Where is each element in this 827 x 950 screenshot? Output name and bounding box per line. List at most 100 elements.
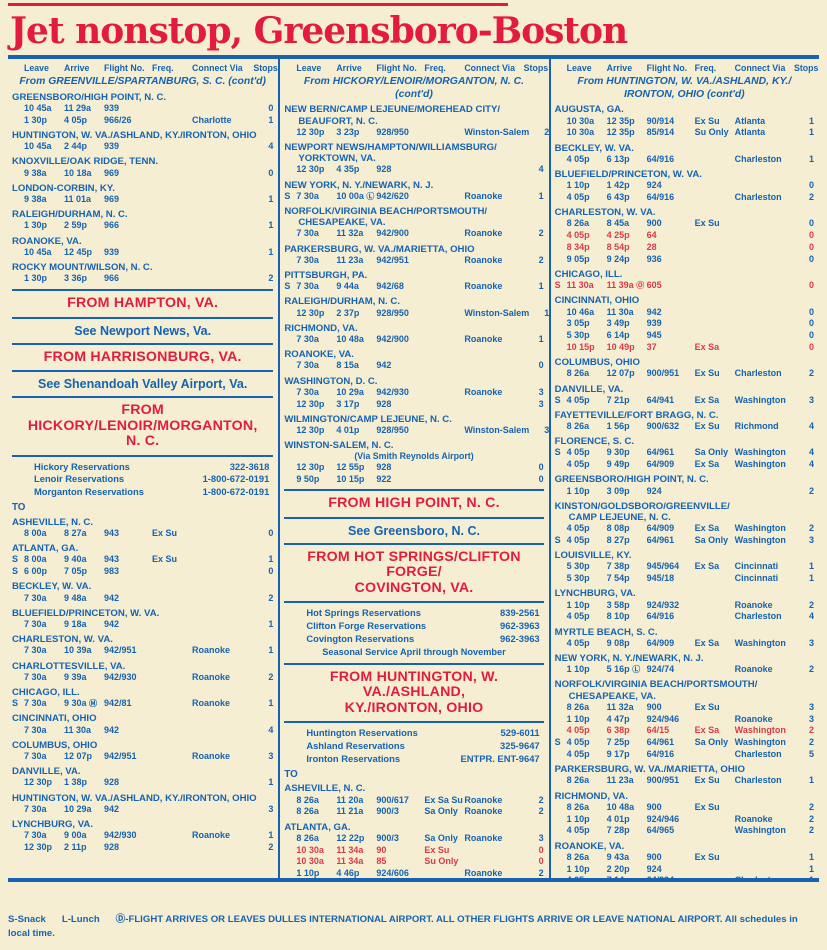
leave-time: 12 30p <box>296 126 325 137</box>
city-group: LOUISVILLE, KY. 5 30p 7 38p 945/964 Ex Sa Cin… <box>555 550 814 585</box>
arrive-time: 11 34a <box>336 856 364 867</box>
leave-time: 8 26a <box>566 851 590 862</box>
leave-time: 9 38a <box>24 167 47 178</box>
meal-code <box>555 702 567 714</box>
city-name: HUNTINGTON, W. VA./ASHLAND, KY./IRONTON,… <box>12 130 257 142</box>
city-group: WASHINGTON, D. C. 7 30a 10 29a 942/930 Roano… <box>284 376 543 411</box>
column-header-connect-via: Connect Via <box>192 63 243 73</box>
connect-via <box>192 554 253 566</box>
arrive-time: 3 17p <box>336 398 360 409</box>
frequency <box>152 619 192 631</box>
flight-number: 85/914 <box>646 127 675 138</box>
flight-number: 900/3 <box>376 832 399 843</box>
connect-via: Roanoke <box>464 333 503 344</box>
leave-time: 10 30a <box>566 127 595 138</box>
flight-number: 64/961 <box>646 535 675 546</box>
timetable-column-3: Leave Arrive Flight No. Freq. Connect Via Sto… <box>548 59 819 878</box>
leave-time: 10 30a <box>566 115 595 126</box>
column-header-flight-no-: Flight No. <box>104 63 145 73</box>
connect-via: Roanoke <box>192 671 231 682</box>
frequency: Ex Sa <box>694 561 720 572</box>
from-header: FROM HARRISONBURG, VA. <box>12 349 273 366</box>
leave-time: 7 30a <box>296 386 319 397</box>
leave-time: 7 30a <box>24 618 47 629</box>
flight-number: 64/961 <box>646 737 675 748</box>
frequency <box>695 749 735 761</box>
schedule-row-pure-jet: 4 05p 4 25p 64 0 <box>555 230 814 242</box>
city-group: WINSTON-SALEM, N. C. (Via Smith Reynolds … <box>284 440 543 485</box>
leave-time: 7 30a <box>296 360 319 371</box>
connect-via <box>735 802 794 814</box>
stops-count: 3 <box>808 637 814 648</box>
city-name: PARKERSBURG, W. VA./MARIETTA, OHIO <box>554 764 745 776</box>
schedule-row-pure-jet: 10 30a 11 34a 85 Su Only 0 <box>284 856 543 868</box>
from-header-line: KY./IRONTON, OHIO <box>344 699 484 716</box>
city-name: ROCKY MOUNT/WILSON, N. C. <box>12 262 153 274</box>
meal-code <box>284 399 296 411</box>
stops-count: 3 <box>808 713 814 724</box>
arrive-time: 9 49p <box>606 459 630 470</box>
connect-via <box>192 103 253 115</box>
stops-count: 2 <box>808 813 814 824</box>
schedule-row: 10 45a 2 44p 939 4 <box>12 141 273 153</box>
city-name: NEW BERN/CAMP LEJEUNE/MOREHEAD CITY/ <box>284 104 501 116</box>
schedule-row: 7 30a 10 29a 942 3 <box>12 804 273 816</box>
meal-code <box>555 852 567 864</box>
flight-number: 64/916 <box>646 749 675 759</box>
column-header-arrive: Arrive <box>64 63 90 73</box>
schedule-row: S 4 05p 7 21p 64/941 Ex Sa Washington 3 <box>555 395 814 407</box>
connect-via: Roanoke <box>192 698 231 709</box>
stops-count: 2 <box>808 599 814 610</box>
stops-count: 1 <box>808 851 814 862</box>
meal-code <box>284 387 296 399</box>
stops-count: 0 <box>538 473 544 484</box>
frequency: Ex Su <box>694 775 720 786</box>
leave-time: 10 46a <box>566 306 595 317</box>
city-name: KNOXVILLE/OAK RIDGE, TENN. <box>12 156 159 168</box>
frequency <box>424 228 464 240</box>
city-group: ASHEVILLE, N. C. 8 26a 11 20a 900/617 Ex Sa … <box>284 783 543 818</box>
connect-via <box>735 702 794 714</box>
flight-number: 969 <box>104 194 120 205</box>
city-group: FAYETTEVILLE/FORT BRAGG, N. C. 8 26a 1 56p… <box>555 410 814 433</box>
frequency <box>695 814 735 826</box>
city-name: NEW YORK, N. Y./NEWARK, N. J. <box>554 653 704 665</box>
schedule-row: 12 30p 12 55p 928 0 <box>284 462 543 474</box>
frequency <box>695 600 735 612</box>
connect-via: Roanoke <box>464 190 503 201</box>
reservations-block: Huntington Reservations 529-6011 Ashland R… <box>284 727 543 765</box>
flight-number: 928/950 <box>376 424 409 435</box>
meal-code <box>12 672 24 684</box>
frequency <box>695 573 735 585</box>
arrive-time: 9 30a Ⓜ <box>64 698 98 709</box>
flight-number: 942 <box>646 306 662 317</box>
flight-number: 928 <box>376 164 392 175</box>
leave-time: 7 30a <box>24 698 47 709</box>
frequency: Ex Su <box>152 528 178 539</box>
flight-number: 64/941 <box>646 394 675 405</box>
arrive-time: 10 18a <box>64 167 92 178</box>
from-header: FROM HUNTINGTON, W. VA./ASHLAND, KY./IRON… <box>284 669 543 717</box>
city-name: BLUEFIELD/PRINCETON, W. VA. <box>12 607 160 619</box>
meal-code <box>555 875 567 878</box>
stops-count: 2 <box>538 868 544 878</box>
city-name-line-2: CHESAPEAKE, VA. <box>298 217 386 229</box>
stops-count: 2 <box>268 273 274 284</box>
leave-time: 8 26a <box>566 775 590 786</box>
connect-via: Roanoke <box>464 806 503 817</box>
leave-time: 10 45a <box>24 246 52 257</box>
meal-code <box>284 462 296 474</box>
connect-via: Washington <box>734 459 786 470</box>
meal-code <box>555 523 567 535</box>
connect-via <box>192 619 253 631</box>
stops-count: 0 <box>268 566 274 577</box>
frequency <box>152 830 192 842</box>
meal-code <box>555 218 567 230</box>
stops-count: 2 <box>538 254 544 265</box>
reservation-city-label: Covington Reservations <box>306 632 415 644</box>
connect-via: Washington <box>734 535 786 546</box>
column-header-freq-: Freq. <box>424 63 446 73</box>
stops-count: 1 <box>808 115 814 126</box>
schedule-row: 1 30p 4 05p 966/26 Charlotte 1 <box>12 115 273 127</box>
frequency: Ex Su <box>694 701 720 712</box>
